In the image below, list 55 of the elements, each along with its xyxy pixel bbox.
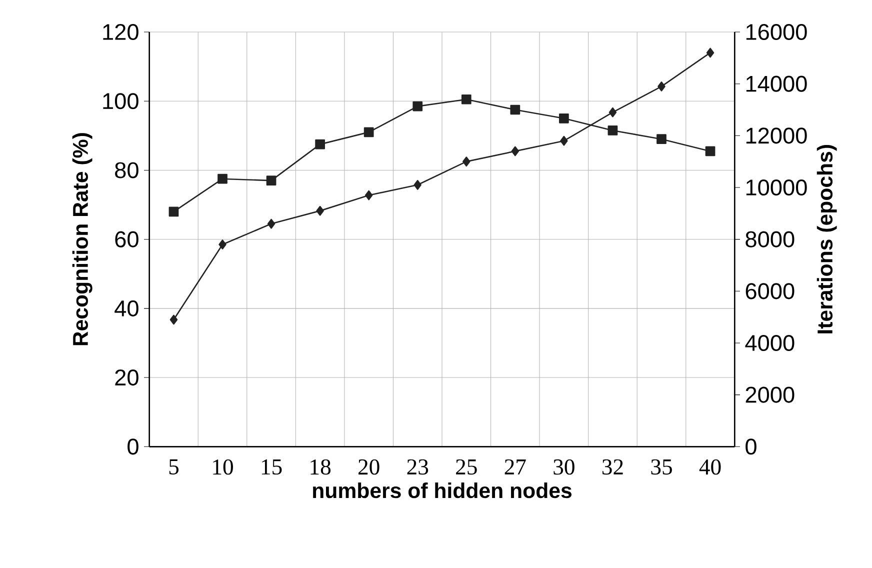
x-tick-label: 15 <box>262 459 282 475</box>
y2-tick-label: 0 <box>746 438 756 455</box>
x-tick-label: 30 <box>554 459 574 475</box>
y-tick-label: 100 <box>103 93 138 110</box>
x-tick-label: 40 <box>699 459 721 475</box>
x-tick-label: 10 <box>213 459 233 475</box>
point <box>559 113 569 124</box>
point <box>364 127 374 138</box>
y-tick-label: 20 <box>115 370 138 386</box>
y2-tick-label: 4000 <box>745 334 794 352</box>
y2-tick-label: 8000 <box>746 231 794 248</box>
point <box>364 190 373 200</box>
y2-tick-label: 14000 <box>746 76 807 92</box>
y2-tick-label: 6000 <box>746 283 794 300</box>
x-tick-label: 25 <box>456 459 477 475</box>
point <box>218 240 226 250</box>
point <box>511 146 520 156</box>
x-tick-label: 23 <box>407 459 428 475</box>
point <box>414 180 422 190</box>
y2-tick-label: 10000 <box>746 179 807 196</box>
point <box>315 139 325 150</box>
point <box>267 218 276 229</box>
y2-axis-title: Iterations (epochs) <box>816 144 837 334</box>
point <box>705 146 716 156</box>
x-tick-label: 32 <box>602 459 623 475</box>
point <box>266 176 276 186</box>
y2-tick-label: 2000 <box>746 386 794 403</box>
point <box>656 134 666 144</box>
x-tick-label: 35 <box>651 459 672 475</box>
x-tick-label: 27 <box>504 459 526 474</box>
point <box>316 206 324 216</box>
y2-tick-label: 12000 <box>746 128 807 144</box>
y-tick-label: 80 <box>115 162 138 178</box>
point <box>218 174 228 184</box>
point <box>608 107 617 118</box>
point <box>510 104 520 115</box>
point <box>608 126 618 136</box>
y-tick-label: 120 <box>103 24 138 40</box>
y-axis-title: Recognition Rate (%) <box>72 133 92 346</box>
point <box>658 81 666 92</box>
y-tick-label: 40 <box>114 300 138 316</box>
point <box>462 156 470 167</box>
point <box>461 94 472 104</box>
x-axis-title: numbers of hidden nodes <box>313 482 572 498</box>
y-tick-label: 0 <box>128 438 138 455</box>
point <box>168 206 179 217</box>
y2-tick-label: 16000 <box>746 24 807 40</box>
x-tick-label: 20 <box>358 459 380 475</box>
point <box>412 101 423 112</box>
point <box>560 136 568 146</box>
point <box>706 48 714 58</box>
point <box>170 314 178 325</box>
x-tick-label: 5 <box>169 459 179 474</box>
x-tick-label: 18 <box>310 459 331 475</box>
y-tick-label: 60 <box>115 231 138 248</box>
